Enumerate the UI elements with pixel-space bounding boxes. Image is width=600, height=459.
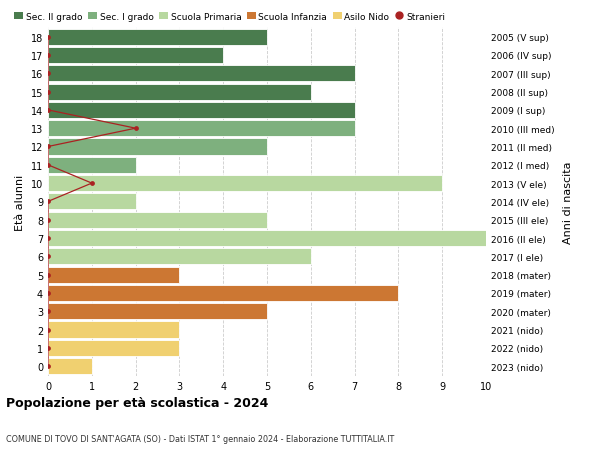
Point bbox=[131, 125, 140, 133]
Bar bbox=[48, 358, 92, 375]
Point bbox=[43, 70, 53, 78]
Bar bbox=[48, 303, 267, 319]
Y-axis label: Anni di nascita: Anni di nascita bbox=[563, 161, 573, 243]
Point bbox=[43, 144, 53, 151]
Point bbox=[43, 271, 53, 279]
Bar bbox=[48, 212, 267, 228]
Bar bbox=[48, 66, 355, 82]
Point bbox=[43, 89, 53, 96]
Point bbox=[43, 308, 53, 315]
Point bbox=[43, 253, 53, 260]
Bar bbox=[48, 103, 355, 119]
Point bbox=[43, 162, 53, 169]
Bar bbox=[48, 230, 486, 246]
Text: COMUNE DI TOVO DI SANT'AGATA (SO) - Dati ISTAT 1° gennaio 2024 - Elaborazione TU: COMUNE DI TOVO DI SANT'AGATA (SO) - Dati… bbox=[6, 434, 394, 442]
Point bbox=[87, 180, 97, 187]
Bar bbox=[48, 48, 223, 64]
Bar bbox=[48, 139, 267, 155]
Point bbox=[43, 290, 53, 297]
Bar bbox=[48, 285, 398, 301]
Legend: Sec. II grado, Sec. I grado, Scuola Primaria, Scuola Infanzia, Asilo Nido, Stran: Sec. II grado, Sec. I grado, Scuola Prim… bbox=[11, 9, 449, 25]
Point bbox=[43, 34, 53, 41]
Bar bbox=[48, 322, 179, 338]
Bar bbox=[48, 29, 267, 45]
Bar bbox=[48, 84, 311, 101]
Point bbox=[43, 52, 53, 60]
Bar bbox=[48, 157, 136, 174]
Bar bbox=[48, 194, 136, 210]
Y-axis label: Età alunni: Età alunni bbox=[15, 174, 25, 230]
Bar bbox=[48, 121, 355, 137]
Point bbox=[43, 363, 53, 370]
Point bbox=[43, 344, 53, 352]
Text: Popolazione per età scolastica - 2024: Popolazione per età scolastica - 2024 bbox=[6, 396, 268, 409]
Bar bbox=[48, 340, 179, 356]
Point bbox=[43, 198, 53, 206]
Bar bbox=[48, 267, 179, 283]
Point bbox=[43, 326, 53, 334]
Point bbox=[43, 107, 53, 114]
Bar bbox=[48, 249, 311, 265]
Point bbox=[43, 235, 53, 242]
Point bbox=[43, 217, 53, 224]
Bar bbox=[48, 176, 442, 192]
